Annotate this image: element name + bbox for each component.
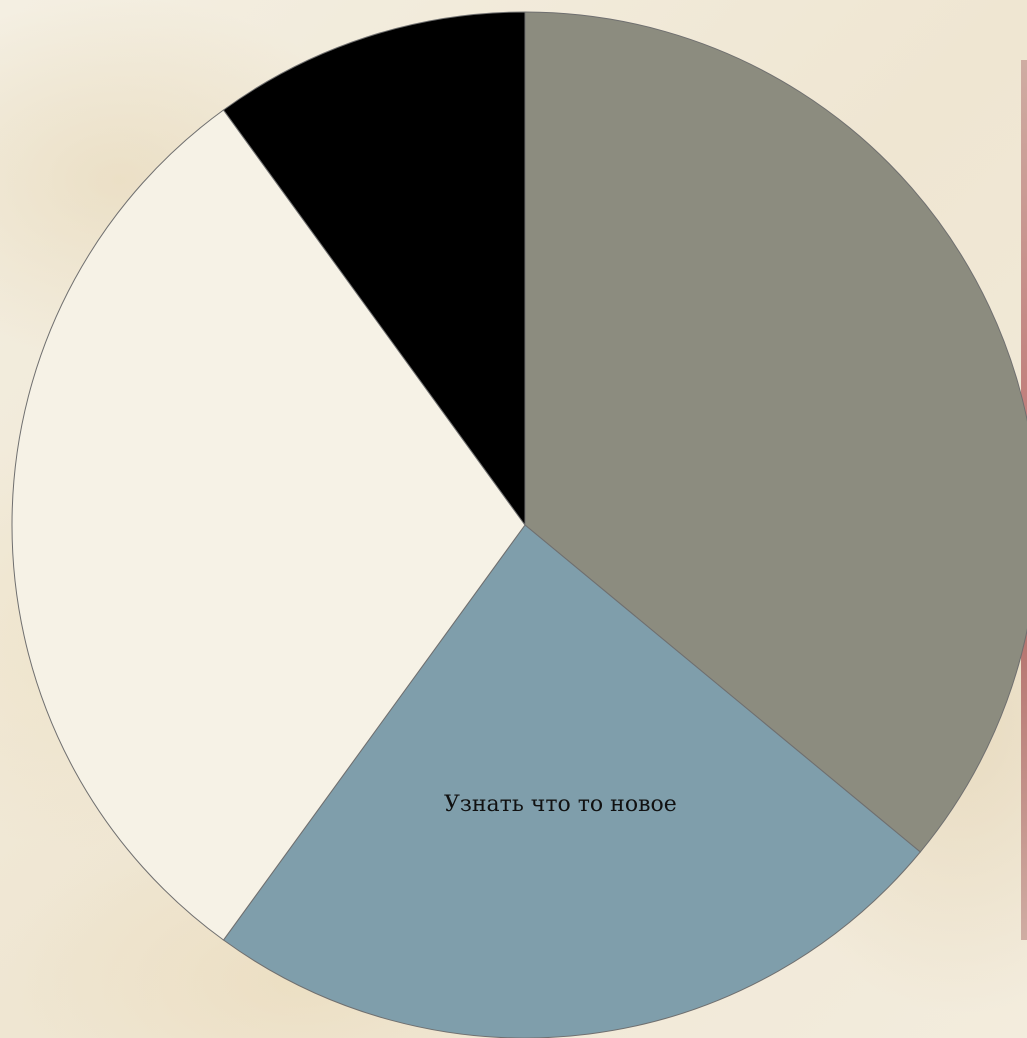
pie-slice-4 xyxy=(222,11,526,527)
pie-labels: Узнать что то новое xyxy=(444,792,677,817)
pie-slice-2 xyxy=(222,524,921,1038)
pie-slice-1 xyxy=(524,11,1027,853)
pie-slices xyxy=(11,11,1027,1038)
pie-slice-3 xyxy=(11,109,526,941)
pie-slice-label-2: Узнать что то новое xyxy=(444,792,677,817)
